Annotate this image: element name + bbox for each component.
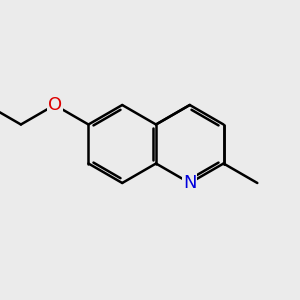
Text: N: N [183,174,196,192]
Text: O: O [48,96,62,114]
